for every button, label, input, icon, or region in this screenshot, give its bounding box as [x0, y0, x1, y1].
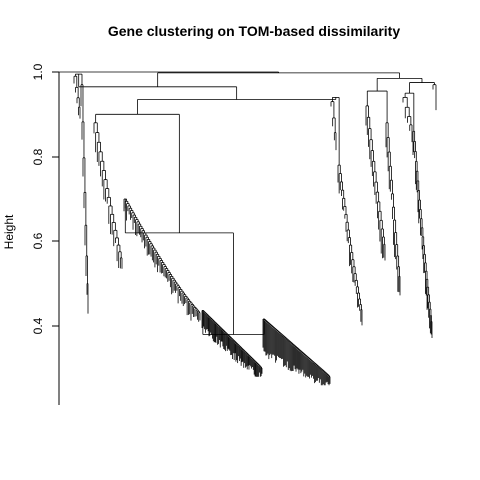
- y-tick-label: 0.4: [31, 317, 45, 334]
- y-tick-label: 0.6: [31, 232, 45, 249]
- y-axis: 0.4 0.6 0.8 1.0 Height: [2, 63, 60, 334]
- dendrogram-tree: [59, 71, 437, 386]
- y-tick-label: 0.8: [31, 148, 45, 165]
- y-tick-label: 1.0: [31, 63, 45, 80]
- y-axis-label: Height: [2, 214, 16, 249]
- chart-title: Gene clustering on TOM-based dissimilari…: [108, 23, 400, 39]
